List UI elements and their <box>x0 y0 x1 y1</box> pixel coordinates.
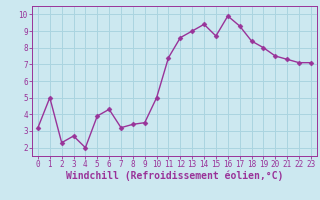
X-axis label: Windchill (Refroidissement éolien,°C): Windchill (Refroidissement éolien,°C) <box>66 171 283 181</box>
